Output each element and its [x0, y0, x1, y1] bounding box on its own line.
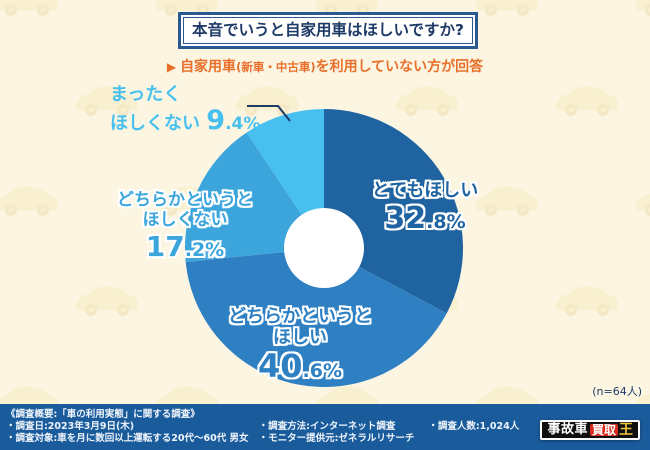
logo-text-red: 買取: [589, 422, 618, 437]
label-want-strongly: とてもほしい 32.8%: [371, 180, 479, 237]
survey-footer: 《調査概要:「車の利用実態」に関する調査》 ・調査日:2023年3月9日(木) …: [0, 404, 650, 450]
label-not-want-at-all: まったく ほしくない 9.4%: [110, 84, 261, 137]
survey-target: ・調査対象:車を月に数回以上運転する20代〜60代 男女: [6, 433, 249, 444]
page-title: 本音でいうと自家用車はほしいですか?: [183, 17, 473, 45]
survey-overview-heading: 《調査概要:「車の利用実態」に関する調査》: [6, 409, 200, 420]
logo-text-black: 事故車: [547, 421, 588, 437]
subtitle: ▶ 自家用車(新車・中古車)を利用していない方が回答: [0, 56, 650, 76]
label-want-somewhat: どちらかというと ほしい 40.6%: [228, 306, 372, 386]
brand-logo: 事故車 買取 王: [540, 419, 640, 440]
footer-column-2: ・調査方法:インターネット調査 ・モニター提供元:ゼネラルリサーチ: [259, 409, 415, 445]
donut-chart: [184, 105, 464, 388]
title-box: 本音でいうと自家用車はほしいですか?: [178, 12, 478, 50]
subtitle-parenthetical: (新車・中古車): [236, 60, 316, 74]
footer-column-3: ・調査人数:1,024人: [428, 409, 519, 433]
footer-column-1: 《調査概要:「車の利用実態」に関する調査》 ・調査日:2023年3月9日(木) …: [6, 409, 249, 445]
subtitle-prefix: 自家用車: [180, 59, 237, 75]
subtitle-suffix: を利用していない方が回答: [315, 59, 484, 75]
leader-line: [247, 105, 291, 122]
label-not-want-somewhat: どちらかというと ほしくない 17.2%: [117, 190, 253, 264]
sample-size-note: (n=64人): [592, 385, 642, 398]
survey-respondent-count: ・調査人数:1,024人: [428, 421, 520, 432]
survey-date: ・調査日:2023年3月9日(木): [6, 421, 135, 432]
logo-text-gold: 王: [619, 421, 633, 438]
survey-method: ・調査方法:インターネット調査: [258, 421, 396, 432]
donut-hole: [284, 208, 364, 288]
pie-slice-1: [185, 248, 447, 388]
survey-monitor-provider: ・モニター提供元:ゼネラルリサーチ: [258, 433, 415, 444]
triangle-arrow-icon: ▶: [166, 60, 177, 74]
